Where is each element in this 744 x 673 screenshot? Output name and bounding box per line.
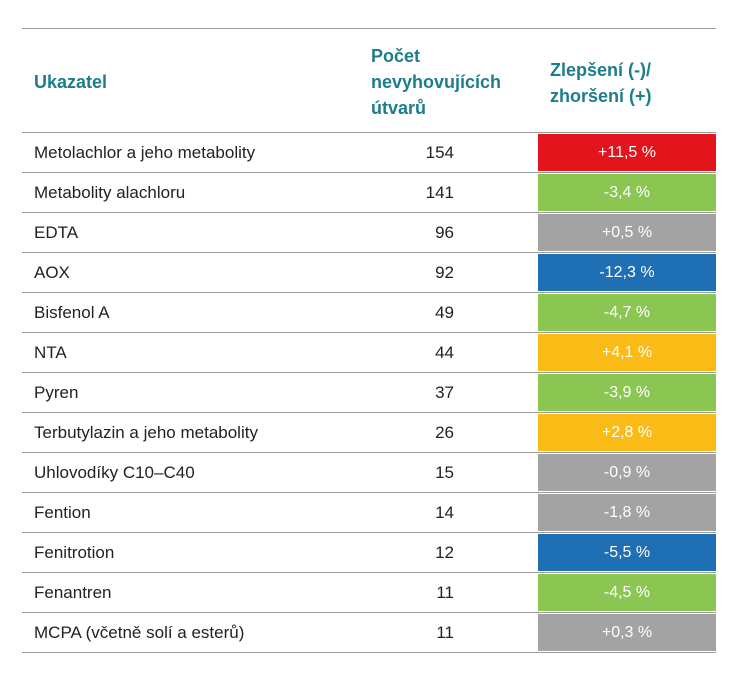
change-value: -3,9 % (538, 374, 716, 411)
header-line: zhoršení (+) (550, 86, 652, 106)
table-row: AOX 92 -12,3 % (22, 253, 716, 293)
change-value: +2,8 % (538, 414, 716, 451)
change-value: -3,4 % (538, 174, 716, 211)
count-value: 15 (435, 463, 454, 482)
count-value: 92 (435, 263, 454, 282)
header-line: Počet (371, 46, 421, 66)
header-line: nevyhovujících (371, 72, 502, 92)
header-count: Počet nevyhovujících útvarů (371, 43, 501, 121)
count-value: 44 (435, 343, 454, 362)
indicator-name: NTA (34, 343, 67, 362)
table-row: Bisfenol A 49 -4,7 % (22, 293, 716, 333)
table-row: NTA 44 +4,1 % (22, 333, 716, 373)
indicator-name: Fention (34, 503, 91, 522)
change-value: -1,8 % (538, 494, 716, 531)
indicator-name: Bisfenol A (34, 303, 110, 322)
table-row: Fenitrotion 12 -5,5 % (22, 533, 716, 573)
count-value: 12 (435, 543, 454, 562)
count-value: 96 (435, 223, 454, 242)
count-value: 37 (435, 383, 454, 402)
header-rule (22, 132, 716, 133)
count-value: 11 (436, 623, 454, 642)
table-row: Metolachlor a jeho metabolity 154 +11,5 % (22, 133, 716, 173)
indicator-name: Terbutylazin a jeho metabolity (34, 423, 258, 442)
header-indicator: Ukazatel (34, 72, 108, 92)
header-line: Zlepšení (-)/ (550, 60, 652, 80)
table-row: Fenantren 11 -4,5 % (22, 573, 716, 613)
indicator-name: MCPA (včetně solí a esterů) (34, 623, 245, 642)
table-row: Uhlovodíky C10–C40 15 -0,9 % (22, 453, 716, 493)
count-value: 11 (436, 583, 454, 602)
indicator-name: Metabolity alachloru (34, 183, 186, 202)
top-rule (22, 28, 716, 29)
change-value: -4,5 % (538, 574, 716, 611)
indicator-name: Uhlovodíky C10–C40 (34, 463, 195, 482)
count-value: 14 (435, 503, 454, 522)
table-row: Fention 14 -1,8 % (22, 493, 716, 533)
change-value: -12,3 % (538, 254, 716, 291)
indicator-name: Metolachlor a jeho metabolity (34, 143, 256, 162)
header-line: útvarů (371, 98, 427, 118)
table-row: Pyren 37 -3,9 % (22, 373, 716, 413)
indicator-name: Pyren (34, 383, 79, 402)
change-value: +4,1 % (538, 334, 716, 371)
header-change: Zlepšení (-)/ zhoršení (+) (550, 57, 652, 109)
indicator-name: Fenitrotion (34, 543, 115, 562)
table-row: MCPA (včetně solí a esterů) 11 +0,3 % (22, 613, 716, 653)
indicator-name: EDTA (34, 223, 79, 242)
indicator-name: AOX (34, 263, 70, 282)
change-value: -0,9 % (538, 454, 716, 491)
count-value: 154 (425, 143, 454, 162)
change-value: +0,5 % (538, 214, 716, 251)
count-value: 49 (435, 303, 454, 322)
table-row: EDTA 96 +0,5 % (22, 213, 716, 253)
table-row: Terbutylazin a jeho metabolity 26 +2,8 % (22, 413, 716, 453)
count-value: 26 (435, 423, 454, 442)
change-value: -5,5 % (538, 534, 716, 571)
change-value: -4,7 % (538, 294, 716, 331)
indicator-name: Fenantren (34, 583, 112, 602)
count-value: 141 (425, 183, 454, 202)
table-row: Metabolity alachloru 141 -3,4 % (22, 173, 716, 213)
change-value: +0,3 % (538, 614, 716, 651)
change-value: +11,5 % (538, 134, 716, 171)
